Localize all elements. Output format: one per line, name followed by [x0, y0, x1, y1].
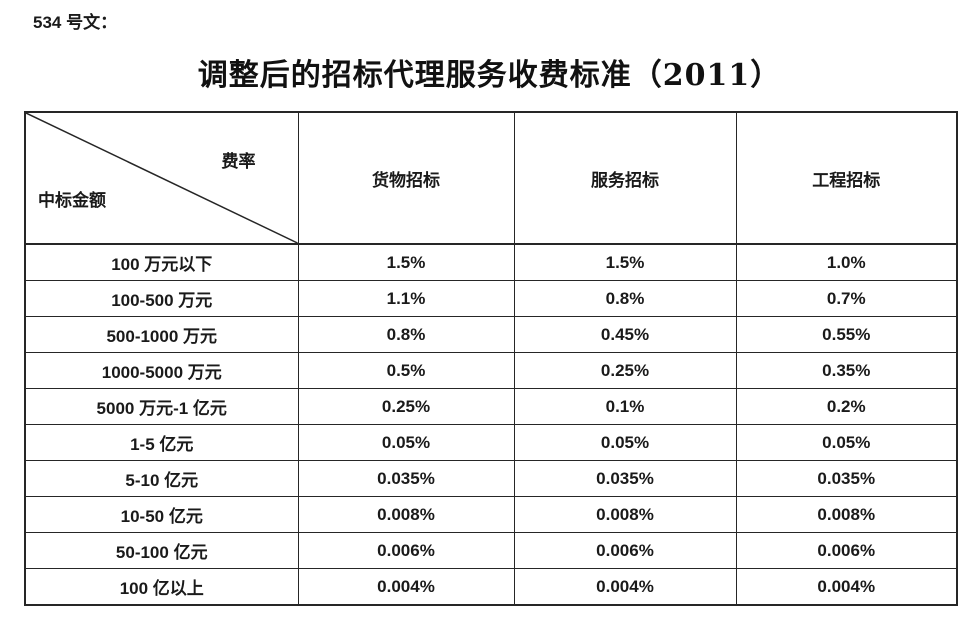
rate-cell: 0.006%	[297, 532, 515, 569]
table-row: 1-5 亿元 0.05% 0.05% 0.05%	[24, 424, 958, 461]
row-label: 1000-5000 万元	[24, 352, 299, 389]
rate-cell: 0.004%	[735, 568, 958, 606]
rate-cell: 0.35%	[735, 352, 958, 389]
row-label: 500-1000 万元	[24, 316, 299, 353]
rate-cell: 0.008%	[297, 496, 515, 533]
corner-header-cell: 费率 中标金额	[24, 111, 299, 245]
row-label: 50-100 亿元	[24, 532, 299, 569]
rate-cell: 0.25%	[297, 388, 515, 425]
page-title: 调整后的招标代理服务收费标准（2011）	[197, 58, 782, 93]
rate-cell: 0.035%	[513, 460, 737, 497]
row-label: 100 万元以下	[24, 243, 299, 281]
row-label: 5-10 亿元	[24, 460, 299, 497]
column-header-goods: 货物招标	[297, 111, 515, 245]
rate-cell: 1.0%	[735, 243, 958, 281]
table-row: 1000-5000 万元 0.5% 0.25% 0.35%	[24, 352, 958, 389]
rate-cell: 0.7%	[735, 280, 958, 317]
rate-cell: 0.1%	[513, 388, 737, 425]
table-row: 100 万元以下 1.5% 1.5% 1.0%	[24, 243, 958, 281]
rate-cell: 0.035%	[297, 460, 515, 497]
column-header-engineering: 工程招标	[735, 111, 958, 245]
table-row: 10-50 亿元 0.008% 0.008% 0.008%	[24, 496, 958, 533]
table-row: 100-500 万元 1.1% 0.8% 0.7%	[24, 280, 958, 317]
row-label: 1-5 亿元	[24, 424, 299, 461]
table-row: 5-10 亿元 0.035% 0.035% 0.035%	[24, 460, 958, 497]
corner-label-bid-amount: 中标金额	[38, 191, 106, 211]
doc-number-label: 534 号文：	[33, 13, 118, 32]
fee-rate-table: 费率 中标金额 货物招标 服务招标 工程招标 100 万元以下 1.5% 1.5…	[24, 111, 958, 606]
row-label: 100-500 万元	[24, 280, 299, 317]
rate-cell: 0.006%	[513, 532, 737, 569]
rate-cell: 0.004%	[513, 568, 737, 606]
table-row: 100 亿以上 0.004% 0.004% 0.004%	[24, 568, 958, 606]
rate-cell: 0.05%	[735, 424, 958, 461]
rate-cell: 0.008%	[735, 496, 958, 533]
rate-cell: 0.035%	[735, 460, 958, 497]
rate-cell: 0.2%	[735, 388, 958, 425]
rate-cell: 1.5%	[513, 243, 737, 281]
table-row: 50-100 亿元 0.006% 0.006% 0.006%	[24, 532, 958, 569]
rate-cell: 0.008%	[513, 496, 737, 533]
table-header-row: 费率 中标金额 货物招标 服务招标 工程招标	[24, 111, 958, 245]
rate-cell: 0.45%	[513, 316, 737, 353]
corner-label-rate: 费率	[221, 152, 256, 172]
diagonal-divider-line	[26, 113, 298, 243]
rate-cell: 0.05%	[513, 424, 737, 461]
column-header-services: 服务招标	[513, 111, 737, 245]
rate-cell: 1.5%	[297, 243, 515, 281]
rate-cell: 0.5%	[297, 352, 515, 389]
rate-cell: 0.006%	[735, 532, 958, 569]
row-label: 100 亿以上	[24, 568, 299, 606]
row-label: 10-50 亿元	[24, 496, 299, 533]
rate-cell: 0.55%	[735, 316, 958, 353]
rate-cell: 1.1%	[297, 280, 515, 317]
rate-cell: 0.8%	[297, 316, 515, 353]
table-row: 500-1000 万元 0.8% 0.45% 0.55%	[24, 316, 958, 353]
rate-cell: 0.8%	[513, 280, 737, 317]
table-row: 5000 万元-1 亿元 0.25% 0.1% 0.2%	[24, 388, 958, 425]
rate-cell: 0.004%	[297, 568, 515, 606]
row-label: 5000 万元-1 亿元	[24, 388, 299, 425]
rate-cell: 0.05%	[297, 424, 515, 461]
rate-cell: 0.25%	[513, 352, 737, 389]
